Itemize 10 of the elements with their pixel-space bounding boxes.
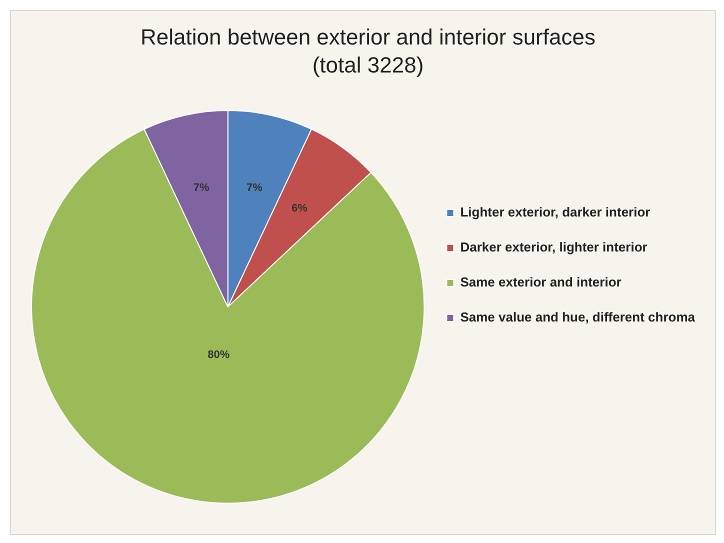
- legend-label: Lighter exterior, darker interior: [460, 204, 650, 220]
- legend-label: Darker exterior, lighter interior: [460, 240, 648, 255]
- data-label: 80%: [208, 349, 230, 362]
- legend-label: Same value and hue, different chroma: [460, 310, 696, 325]
- legend-label: Same exterior and interior: [460, 274, 622, 290]
- chart-title: Relation between exterior and interior surfaces: [140, 24, 596, 50]
- chart-subtitle: (total 3228): [312, 52, 424, 78]
- data-label: 7%: [193, 182, 210, 194]
- data-label: 6%: [291, 202, 308, 214]
- data-label: 7%: [246, 182, 263, 194]
